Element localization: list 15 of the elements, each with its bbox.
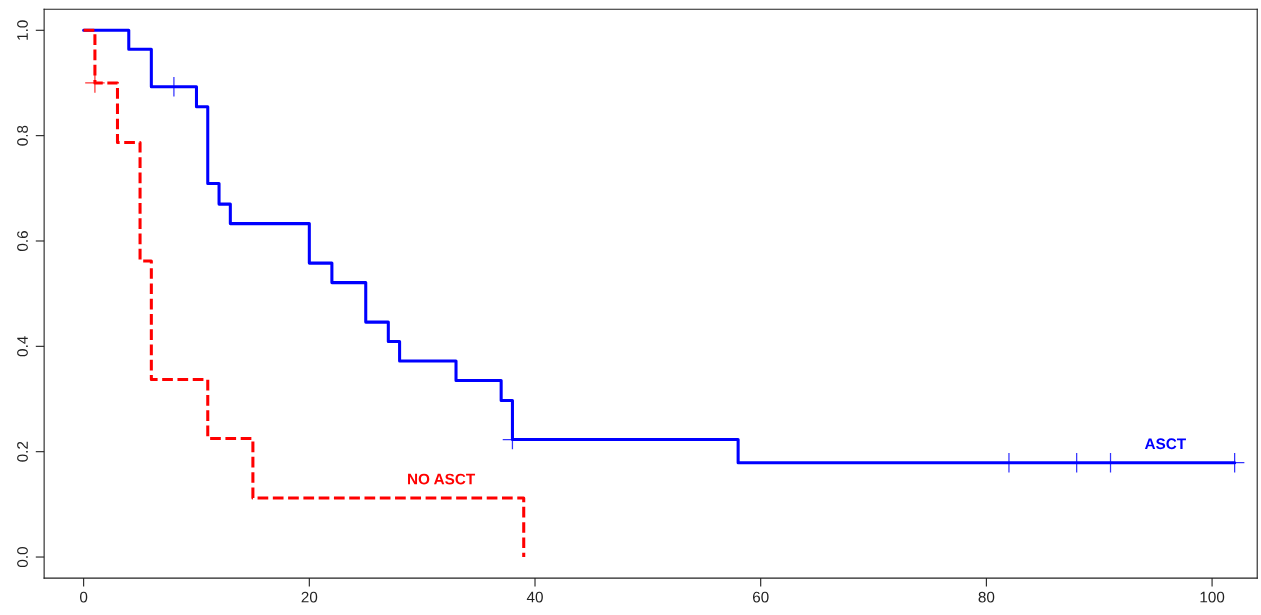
y-tick-label: 0.4 xyxy=(17,336,28,357)
y-tick-label: 0.6 xyxy=(17,231,28,252)
x-tick-label: 40 xyxy=(526,591,543,603)
y-tick-label: 0.2 xyxy=(17,441,28,462)
x-tick-label: 60 xyxy=(752,591,769,603)
x-tick-label: 0 xyxy=(79,591,88,603)
point xyxy=(84,72,106,94)
y-tick-label: 1.0 xyxy=(17,20,28,40)
x-tick-label: 80 xyxy=(978,591,995,603)
x-tick-label: 100 xyxy=(1200,591,1225,603)
y-tick-label: 0.0 xyxy=(17,547,28,568)
series-label: ASCT xyxy=(1144,438,1186,450)
series-label: NO ASCT xyxy=(408,473,476,485)
y-tick-label: 0.8 xyxy=(17,125,28,146)
x-tick-label: 20 xyxy=(301,591,318,603)
